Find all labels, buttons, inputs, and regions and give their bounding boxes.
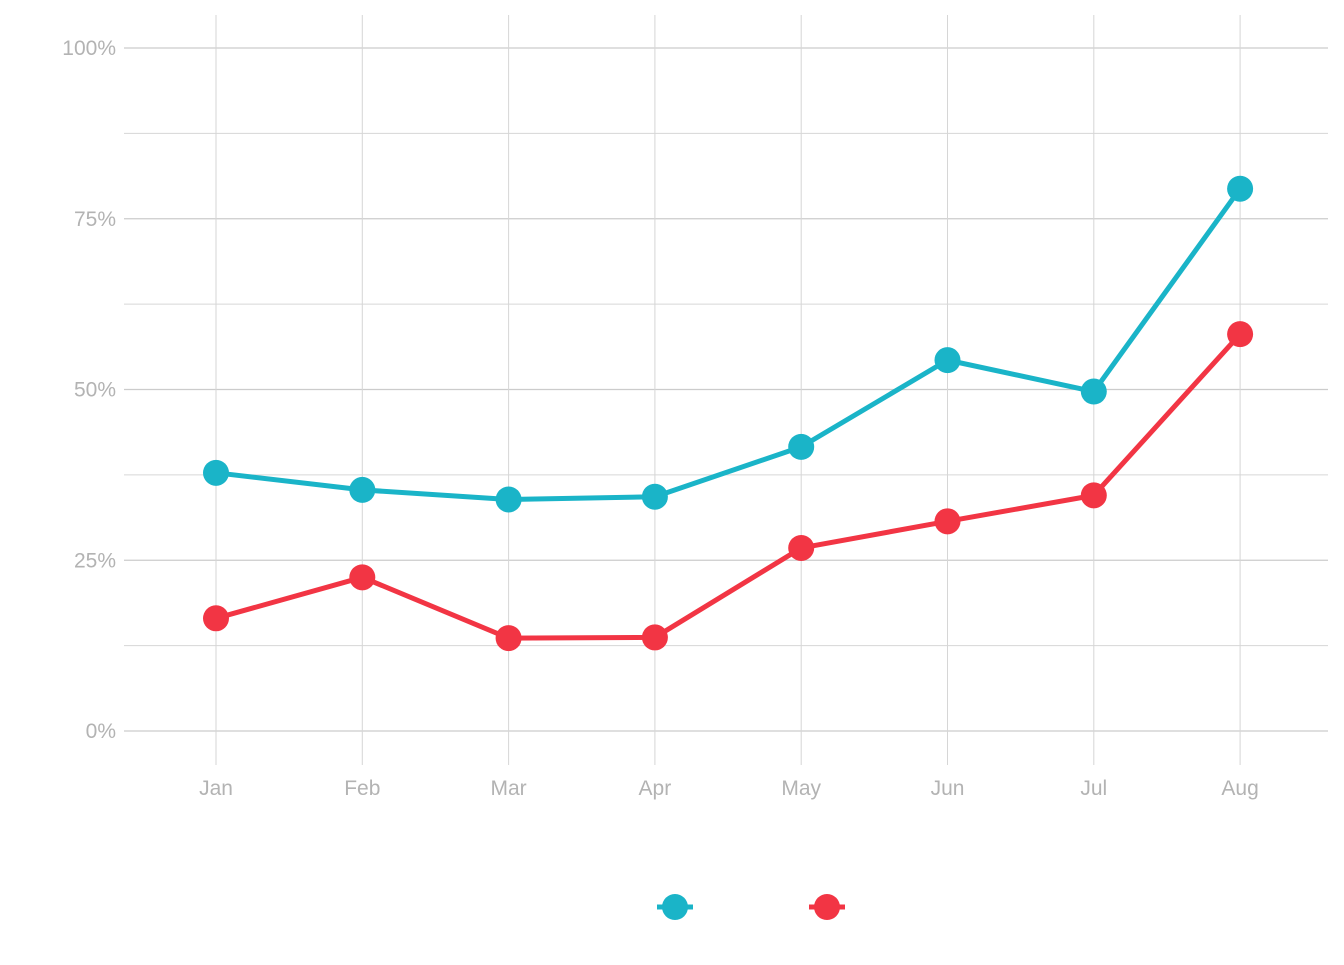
data-point	[788, 433, 815, 460]
y-tick-label: 50%	[74, 379, 116, 402]
legend-key-point	[814, 894, 840, 920]
y-tick-label: 25%	[74, 549, 116, 572]
data-point	[641, 483, 668, 510]
x-tick-label: Aug	[1221, 777, 1258, 800]
data-point	[788, 534, 815, 561]
legend	[657, 894, 845, 920]
series-line	[213, 186, 1243, 502]
x-tick-label: Jun	[931, 777, 965, 800]
data-point	[495, 625, 522, 652]
data-point	[641, 624, 668, 651]
data-point	[349, 564, 376, 591]
series-2	[203, 321, 1254, 652]
data-point	[495, 486, 522, 513]
data-point	[203, 605, 229, 632]
y-tick-label: 0%	[86, 720, 116, 743]
series-layer	[203, 175, 1254, 652]
x-tick-label: May	[781, 777, 821, 800]
data-point	[934, 347, 961, 374]
data-point	[203, 459, 229, 486]
data-point	[934, 508, 961, 535]
x-tick-label: Jan	[199, 777, 233, 800]
series-1	[203, 175, 1254, 513]
x-tick-label: Mar	[491, 777, 527, 800]
data-point	[1227, 175, 1254, 202]
y-tick-label: 75%	[74, 208, 116, 231]
data-point	[1227, 321, 1254, 348]
data-point	[349, 476, 376, 503]
x-tick-label: Feb	[344, 777, 380, 800]
legend-key-2	[809, 894, 845, 920]
x-tick-label: Apr	[639, 777, 672, 800]
data-point	[1080, 378, 1107, 405]
grid	[124, 15, 1328, 765]
x-axis-tick-labels: Jan Feb Mar Apr May Jun Jul Aug	[199, 777, 1259, 800]
y-axis-tick-labels: 0% 25% 50% 75% 100%	[62, 37, 116, 743]
series-line	[213, 331, 1243, 641]
data-point	[1080, 482, 1107, 509]
x-tick-label: Jul	[1080, 777, 1107, 800]
legend-key-point	[662, 894, 688, 920]
y-tick-label: 100%	[62, 37, 116, 60]
legend-key-1	[657, 894, 693, 920]
